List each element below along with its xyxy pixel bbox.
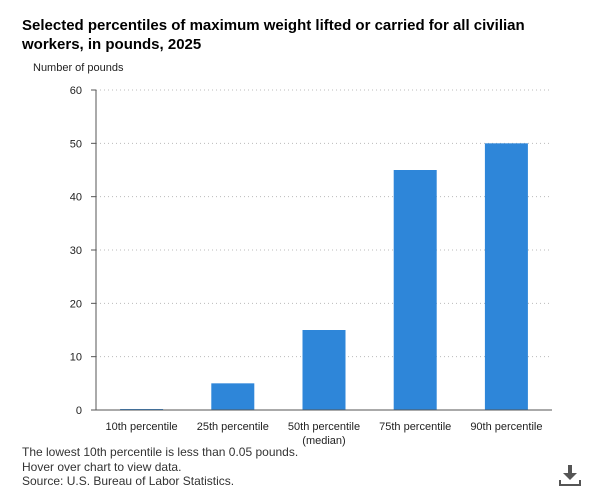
download-button[interactable] — [558, 463, 582, 487]
y-tick-label: 60 — [70, 85, 82, 97]
note-source: Source: U.S. Bureau of Labor Statistics. — [22, 474, 235, 488]
note-lowest-percentile: The lowest 10th percentile is less than … — [22, 445, 299, 459]
y-tick-label: 30 — [70, 245, 82, 257]
y-tick-label: 10 — [70, 352, 82, 364]
bar[interactable] — [484, 143, 528, 411]
grid-layer — [96, 89, 552, 358]
download-icon — [559, 465, 581, 486]
bar[interactable] — [302, 330, 346, 410]
x-tick-label: 10th percentile — [106, 421, 178, 433]
chart-notes: The lowest 10th percentile is less than … — [22, 445, 298, 489]
y-tick-label: 50 — [70, 138, 82, 150]
y-axis-label: Number of pounds — [33, 62, 124, 74]
y-tick-label: 40 — [70, 192, 82, 204]
y-tick-label: 0 — [76, 405, 82, 417]
x-tick-label: 50th percentile — [288, 421, 360, 433]
bar[interactable] — [211, 383, 255, 410]
tick-layer: 0 10 20 30 40 50 60 10th percentile 25th percent… — [70, 85, 543, 447]
x-tick-label: (median) — [302, 435, 345, 447]
bar[interactable] — [393, 170, 437, 410]
x-tick-label: 75th percentile — [379, 421, 451, 433]
y-tick-label: 20 — [70, 298, 82, 310]
x-tick-label: 90th percentile — [470, 421, 542, 433]
chart-title: Selected percentiles of maximum weight l… — [22, 17, 525, 53]
bar-layer — [120, 143, 528, 411]
x-tick-label: 25th percentile — [197, 421, 269, 433]
note-hover-instruction: Hover over chart to view data. — [22, 459, 182, 474]
